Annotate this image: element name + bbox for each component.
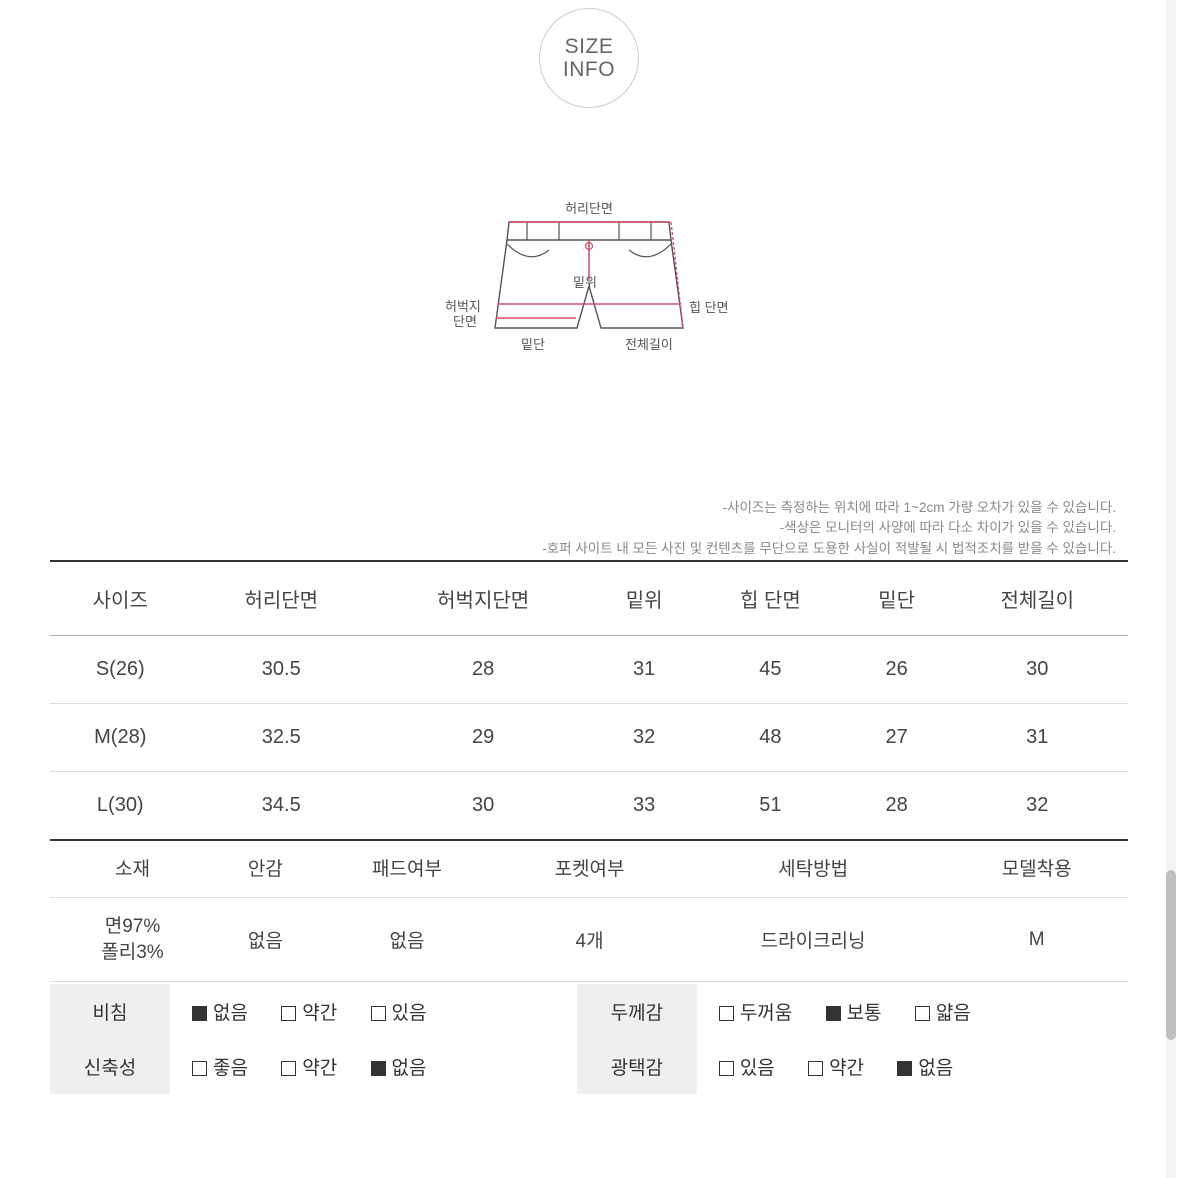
shorts-diagram: 허리단면 밑위 허벅지 단면 힙 단면 밑단 전체길이 <box>449 200 729 360</box>
opt-text: 얇음 <box>936 1003 971 1024</box>
cell: 51 <box>694 772 847 841</box>
size-row-l: L(30) 34.5 30 33 51 28 32 <box>50 772 1128 841</box>
badge-line1: SIZE <box>565 35 614 58</box>
attr-row-1: 비침 없음 약간 있음 두께감 두꺼움 보통 얇음 <box>50 984 1128 1039</box>
info-v-material: 면97% 폴리3% <box>50 898 215 982</box>
cell: L(30) <box>50 772 191 841</box>
opt-text: 약간 <box>829 1058 864 1079</box>
col-hip: 힙 단면 <box>694 561 847 636</box>
checkbox-icon <box>897 1061 912 1076</box>
attr-label-seethrough: 비침 <box>50 984 170 1039</box>
opt-text: 없음 <box>213 1003 248 1024</box>
cell: 31 <box>947 704 1129 772</box>
opt-text: 좋음 <box>213 1058 248 1079</box>
checkbox-icon <box>371 1006 386 1021</box>
info-h-material: 소재 <box>50 838 215 898</box>
note-3: -호퍼 사이트 내 모든 사진 및 컨텐츠를 무단으로 도용한 사실이 적발될 … <box>542 539 1116 559</box>
cell: 32 <box>594 704 694 772</box>
cell: 30 <box>947 636 1129 704</box>
info-value-row: 면97% 폴리3% 없음 없음 4개 드라이크리닝 M <box>50 898 1128 982</box>
diag-label-waist: 허리단면 <box>565 198 613 217</box>
cell: 32 <box>947 772 1129 841</box>
size-row-s: S(26) 30.5 28 31 45 26 30 <box>50 636 1128 704</box>
attribute-table: 비침 없음 약간 있음 두께감 두꺼움 보통 얇음 신축성 좋음 약간 없음 광… <box>50 984 1128 1094</box>
diag-label-hem: 밑단 <box>521 334 545 353</box>
col-length: 전체길이 <box>947 561 1129 636</box>
diag-label-hip: 힙 단면 <box>689 297 729 316</box>
cell: 33 <box>594 772 694 841</box>
note-2: -색상은 모니터의 사양에 따라 다소 차이가 있을 수 있습니다. <box>542 518 1116 538</box>
opt-text: 두꺼움 <box>740 1003 792 1024</box>
attr-label-stretch: 신축성 <box>50 1039 170 1094</box>
size-info-badge: SIZE INFO <box>539 8 639 108</box>
cell: 34.5 <box>191 772 372 841</box>
size-table-header-row: 사이즈 허리단면 허벅지단면 밑위 힙 단면 밑단 전체길이 <box>50 561 1128 636</box>
cell: 27 <box>847 704 947 772</box>
checkbox-icon <box>371 1061 386 1076</box>
col-rise: 밑위 <box>594 561 694 636</box>
checkbox-icon <box>719 1061 734 1076</box>
cell: S(26) <box>50 636 191 704</box>
opt-text: 없음 <box>918 1058 953 1079</box>
cell: 28 <box>847 772 947 841</box>
col-waist: 허리단면 <box>191 561 372 636</box>
col-size: 사이즈 <box>50 561 191 636</box>
cell: 29 <box>372 704 594 772</box>
opt-text: 보통 <box>847 1003 882 1024</box>
info-v-model: M <box>945 898 1128 982</box>
info-h-wash: 세탁방법 <box>681 838 946 898</box>
checkbox-icon <box>192 1061 207 1076</box>
opt-text: 없음 <box>392 1058 427 1079</box>
cell: M(28) <box>50 704 191 772</box>
material-text: 면97% 폴리3% <box>101 916 163 963</box>
attr-opts-seethrough: 없음 약간 있음 <box>170 984 577 1039</box>
col-thigh: 허벅지단면 <box>372 561 594 636</box>
cell: 30 <box>372 772 594 841</box>
note-1: -사이즈는 측정하는 위치에 따라 1~2cm 가량 오차가 있을 수 있습니다… <box>542 498 1116 518</box>
attr-label-gloss: 광택감 <box>577 1039 697 1094</box>
cell: 32.5 <box>191 704 372 772</box>
scrollbar-thumb[interactable] <box>1166 870 1176 1040</box>
info-v-lining: 없음 <box>215 898 316 982</box>
badge-line2: INFO <box>563 58 615 81</box>
info-v-pocket: 4개 <box>498 898 681 982</box>
diag-label-rise: 밑위 <box>573 272 597 291</box>
info-h-model: 모델착용 <box>945 838 1128 898</box>
size-table: 사이즈 허리단면 허벅지단면 밑위 힙 단면 밑단 전체길이 S(26) 30.… <box>50 560 1128 841</box>
opt-text: 약간 <box>302 1058 337 1079</box>
cell: 31 <box>594 636 694 704</box>
info-h-lining: 안감 <box>215 838 316 898</box>
checkbox-icon <box>808 1061 823 1076</box>
info-header-row: 소재 안감 패드여부 포켓여부 세탁방법 모델착용 <box>50 838 1128 898</box>
checkbox-icon <box>826 1006 841 1021</box>
col-hem: 밑단 <box>847 561 947 636</box>
attr-opts-gloss: 있음 약간 없음 <box>697 1039 1128 1094</box>
info-h-pocket: 포켓여부 <box>498 838 681 898</box>
cell: 30.5 <box>191 636 372 704</box>
size-row-m: M(28) 32.5 29 32 48 27 31 <box>50 704 1128 772</box>
attr-opts-stretch: 좋음 약간 없음 <box>170 1039 577 1094</box>
diag-label-length: 전체길이 <box>625 334 673 353</box>
checkbox-icon <box>192 1006 207 1021</box>
attr-row-2: 신축성 좋음 약간 없음 광택감 있음 약간 없음 <box>50 1039 1128 1094</box>
opt-text: 있음 <box>392 1003 427 1024</box>
attr-opts-thickness: 두꺼움 보통 얇음 <box>697 984 1128 1039</box>
opt-text: 약간 <box>302 1003 337 1024</box>
checkbox-icon <box>281 1061 296 1076</box>
checkbox-icon <box>719 1006 734 1021</box>
diag-label-thigh2: 단면 <box>453 311 477 330</box>
cell: 26 <box>847 636 947 704</box>
attr-label-thickness: 두께감 <box>577 984 697 1039</box>
cell: 28 <box>372 636 594 704</box>
checkbox-icon <box>281 1006 296 1021</box>
opt-text: 있음 <box>740 1058 775 1079</box>
info-v-padding: 없음 <box>316 898 499 982</box>
cell: 45 <box>694 636 847 704</box>
checkbox-icon <box>915 1006 930 1021</box>
info-h-padding: 패드여부 <box>316 838 499 898</box>
cell: 48 <box>694 704 847 772</box>
disclaimer-notes: -사이즈는 측정하는 위치에 따라 1~2cm 가량 오차가 있을 수 있습니다… <box>542 498 1116 559</box>
info-table: 소재 안감 패드여부 포켓여부 세탁방법 모델착용 면97% 폴리3% 없음 없… <box>50 838 1128 982</box>
info-v-wash: 드라이크리닝 <box>681 898 946 982</box>
